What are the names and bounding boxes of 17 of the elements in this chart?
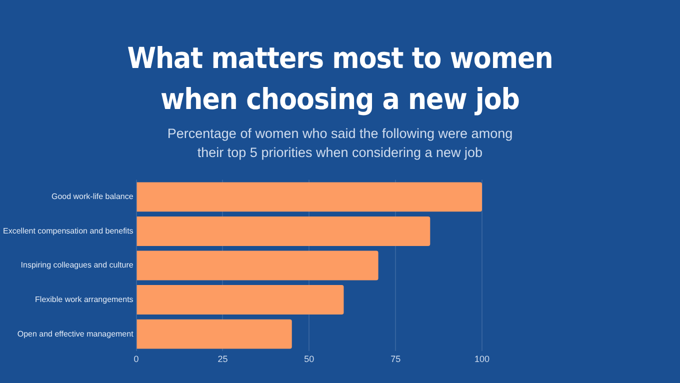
x-tick-label: 25 (218, 354, 228, 364)
bar (136, 250, 378, 280)
x-tick-label: 0 (134, 354, 139, 364)
x-tick-label: 100 (474, 354, 490, 364)
y-tick-label: Good work-life balance (51, 192, 134, 202)
bar (136, 319, 292, 349)
x-tick-label: 75 (390, 354, 401, 364)
y-tick-label: Excellent compensation and benefits (2, 226, 134, 236)
x-tick-label: 50 (304, 354, 314, 364)
bar (136, 182, 482, 212)
y-tick-label: Inspiring colleagues and culture (20, 260, 134, 270)
bar (136, 285, 344, 315)
chart-title: What matters most to women when choosing a new job (126, 40, 554, 118)
chart-subtitle: Percentage of women who said the following were among their top 5 priorities when considering a new job (166, 125, 514, 162)
y-tick-label: Flexible work arrangements (35, 294, 134, 304)
y-tick-label: Open and effective management (17, 329, 134, 338)
bar (136, 216, 430, 246)
